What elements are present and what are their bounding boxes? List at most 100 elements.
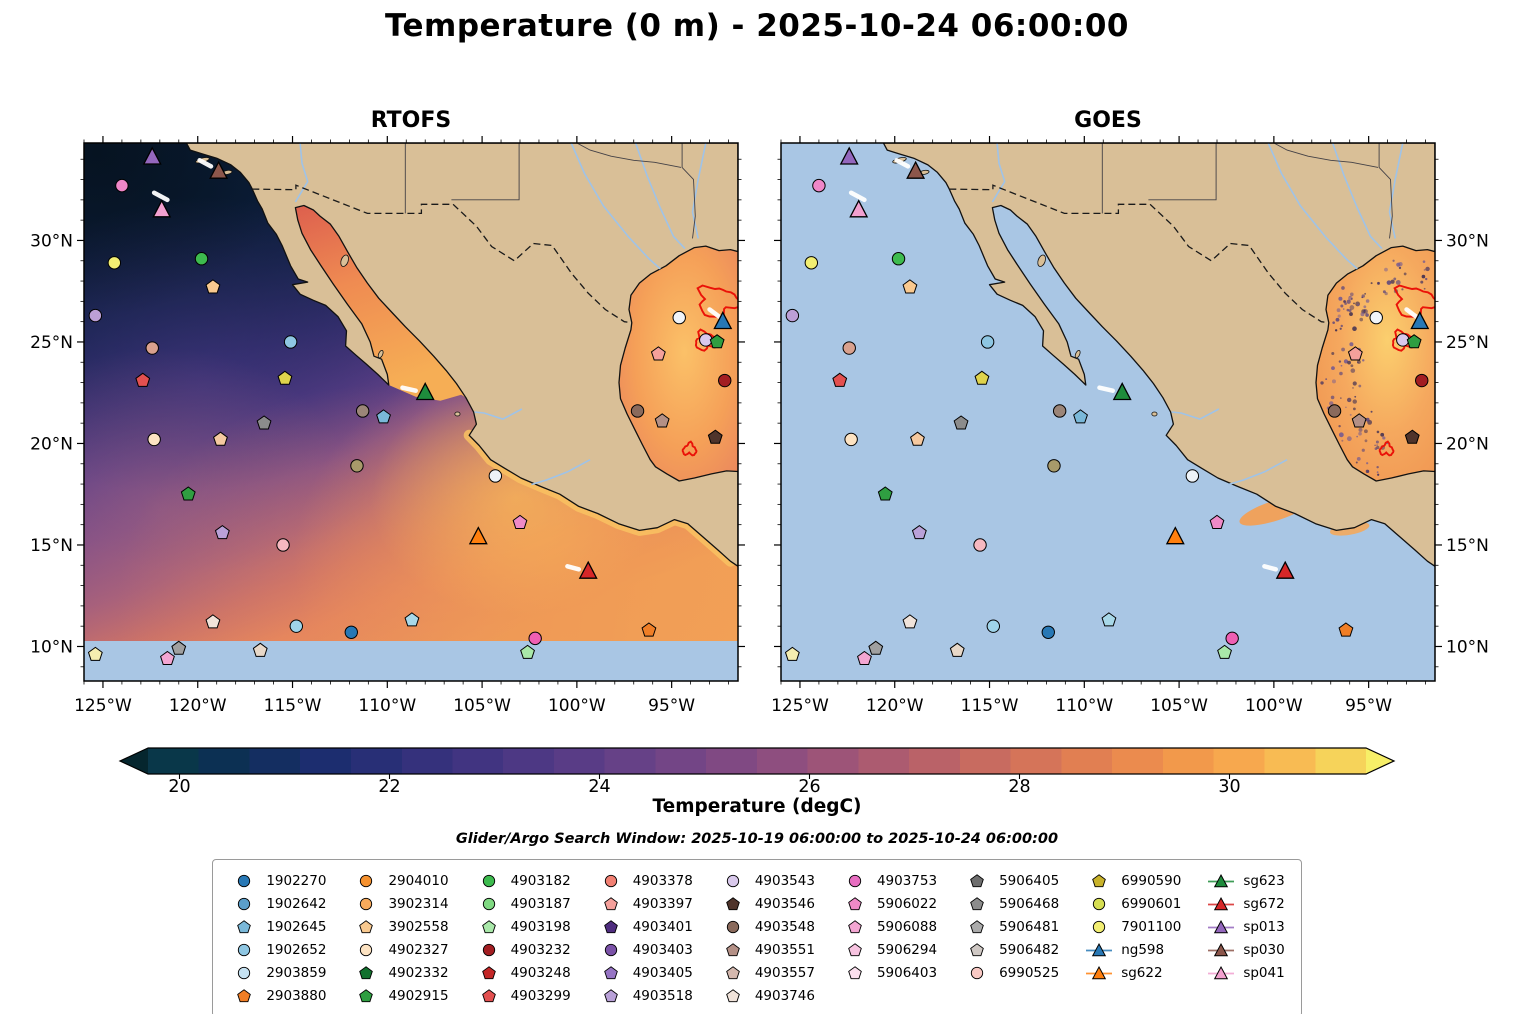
legend-column: 4903543 4903546 4903548 4903551 4903557 49037…	[718, 870, 815, 1006]
glider-triangle-marker-icon	[1086, 942, 1113, 956]
eddy-contour	[681, 440, 698, 457]
platform-marker	[87, 646, 103, 661]
platform-marker	[718, 373, 732, 388]
circle-marker-icon	[360, 897, 373, 910]
circle-marker-icon	[238, 874, 251, 887]
platform-marker	[709, 334, 725, 349]
goes-data-layer	[781, 143, 1435, 681]
platform-marker	[868, 640, 884, 655]
colorbar-tick-label: 30	[1218, 777, 1240, 797]
legend-item: 5906481	[962, 916, 1059, 937]
platform-marker	[832, 372, 848, 387]
platform-marker	[910, 431, 925, 446]
legend-label: sp030	[1243, 941, 1285, 958]
x-tick-label: 95°W	[648, 696, 695, 716]
circle-marker-icon	[726, 920, 739, 933]
legend-item: 1902645	[229, 916, 326, 937]
platform-marker	[404, 612, 420, 627]
legend-label: 5906022	[876, 895, 938, 912]
platform-marker	[650, 346, 666, 361]
pentagon-marker-icon	[848, 965, 862, 979]
platform-marker	[1041, 625, 1055, 639]
river	[1331, 143, 1383, 250]
pentagon-marker-icon	[237, 988, 252, 1002]
circle-marker-icon	[726, 874, 739, 887]
colorbar-label: Temperature (degC)	[652, 796, 862, 817]
y-tick-label: 15°N	[1446, 536, 1489, 556]
legend-label: 6990601	[1121, 895, 1182, 912]
legend-item: ng598	[1084, 939, 1181, 960]
y-tick-label: 10°N	[30, 637, 73, 657]
y-tick-label: 25°N	[1446, 333, 1489, 353]
colorbar-tick-label: 28	[1008, 777, 1030, 797]
legend-item: 3902558	[351, 916, 449, 937]
platform-marker	[194, 252, 209, 266]
circle-marker-icon	[604, 874, 617, 887]
panel-title-rtofs: RTOFS	[370, 108, 452, 133]
pentagon-marker-icon	[970, 942, 984, 956]
pentagon-marker-icon	[481, 988, 496, 1002]
platform-marker	[528, 631, 542, 646]
platform-marker	[1101, 612, 1117, 627]
river	[1388, 143, 1404, 239]
circle-marker-icon	[482, 897, 495, 910]
legend-label: 1902645	[266, 918, 327, 935]
platform-marker	[88, 308, 103, 323]
legend-item: 6990601	[1084, 893, 1181, 914]
search-window-subtitle: Glider/Argo Search Window: 2025-10-19 06…	[455, 831, 1059, 847]
legend-label: 4903187	[510, 895, 571, 912]
x-tick-label: 95°W	[1345, 696, 1392, 716]
platform-marker	[1225, 631, 1239, 646]
platform-marker	[1327, 404, 1342, 418]
colorbar-tick-label: 26	[798, 777, 820, 797]
legend-label: 7901100	[1121, 918, 1182, 935]
legend-item: 4903557	[718, 962, 815, 983]
circle-marker-icon	[848, 874, 862, 887]
legend-item: 1902652	[229, 939, 326, 960]
legend-label: 5906468	[999, 895, 1060, 912]
platform-legend: 1902270 1902642 1902645 1902652 2903859 29038…	[212, 859, 1302, 1014]
platform-marker	[784, 646, 800, 661]
platform-marker	[849, 199, 869, 218]
rtofs-map: 125°W 120°W 115°W 110°W 105°W 100°W 95°W 30°N 25…	[30, 136, 745, 716]
river	[294, 143, 309, 203]
pentagon-marker-icon	[603, 988, 618, 1002]
platform-marker	[147, 432, 161, 447]
platform-marker	[1338, 622, 1354, 637]
legend-label: 4902332	[388, 964, 449, 981]
axis-ticks: 125°W 120°W 115°W 110°W 105°W 100°W 95°W 30°N 25…	[771, 136, 1489, 716]
pentagon-marker-icon	[725, 988, 740, 1002]
platform-marker	[115, 178, 129, 193]
x-tick-label: 115°W	[961, 696, 1019, 716]
platform-marker	[205, 279, 221, 294]
pentagon-marker-icon	[359, 988, 374, 1002]
circle-marker-icon	[970, 966, 984, 979]
platform-marker	[713, 310, 733, 330]
platform-marker	[160, 650, 175, 665]
legend-wrap: 1902270 1902642 1902645 1902652 2903859 29038…	[0, 859, 1514, 1014]
pentagon-marker-icon	[359, 965, 374, 979]
legend-item: 4903299	[474, 985, 571, 1006]
legend-label: 4903299	[510, 987, 571, 1004]
glider-track	[1262, 564, 1279, 572]
legend-item: 4903548	[718, 916, 815, 937]
legend-item: 4903401	[596, 916, 693, 937]
glider-track	[707, 307, 722, 319]
river	[691, 143, 707, 239]
eddy-contour	[696, 284, 738, 319]
legend-label: 4903543	[754, 872, 815, 889]
platform-marker	[152, 199, 172, 218]
platform-marker	[1347, 346, 1363, 361]
x-tick-label: 120°W	[866, 696, 924, 716]
river	[991, 143, 1006, 203]
platform-marker	[180, 486, 196, 501]
legend-item: 2904010	[351, 870, 449, 891]
pentagon-marker-icon	[970, 919, 984, 933]
pentagon-marker-icon	[970, 896, 984, 910]
circle-marker-icon	[360, 874, 373, 887]
platform-marker	[785, 308, 800, 323]
legend-item: 4903405	[596, 962, 693, 983]
platform-marker	[902, 614, 918, 629]
legend-label: 5906481	[999, 918, 1060, 935]
legend-item: 5906294	[840, 939, 937, 960]
